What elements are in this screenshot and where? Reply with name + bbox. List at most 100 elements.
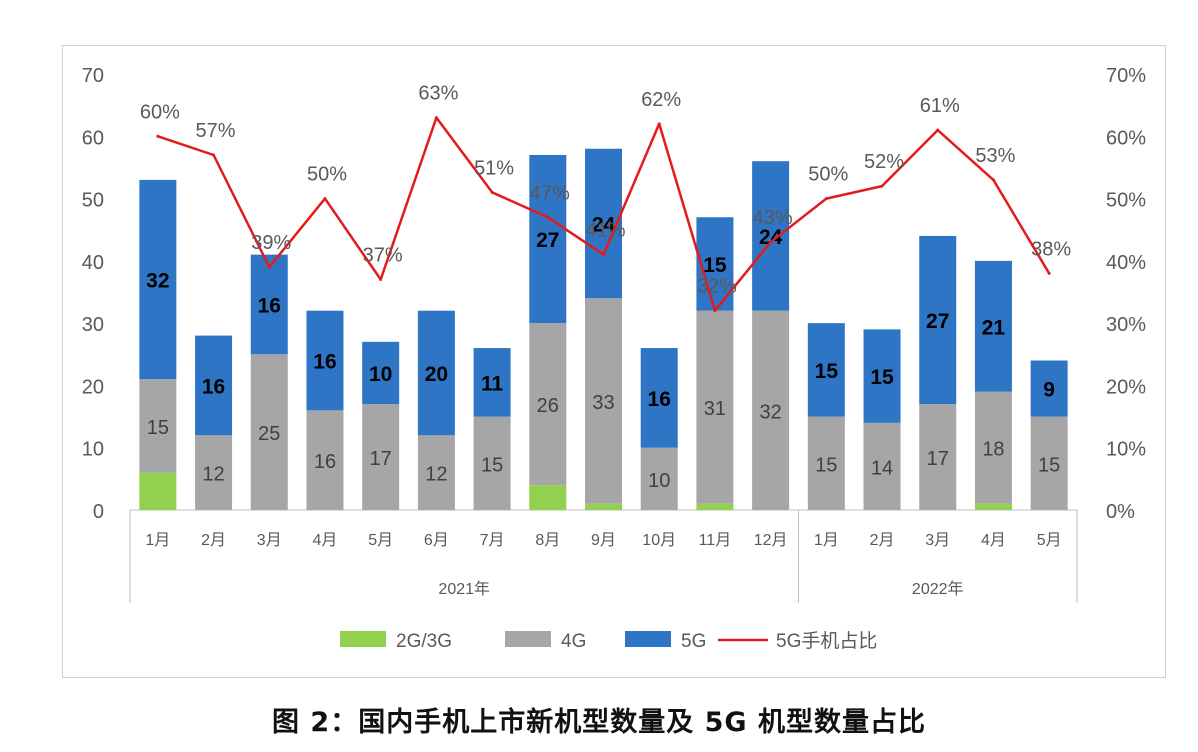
bar-label-5g: 24 [592, 213, 616, 236]
bar-5g [640, 348, 678, 448]
bar-5g [752, 161, 790, 311]
bar-label-4g: 33 [592, 392, 614, 414]
line-point [602, 253, 605, 257]
bar-4g [195, 435, 233, 510]
x-tick-label: 9月 [591, 532, 616, 549]
legend-label: 5G [681, 631, 706, 652]
x-tick-label: 1月 [814, 532, 839, 549]
bar-5g [250, 254, 288, 355]
line-label: 50% [307, 164, 347, 186]
line-point [212, 153, 216, 157]
bar-label-4g: 14 [871, 457, 893, 479]
line-point [546, 215, 550, 219]
bar-5g [306, 310, 344, 411]
bar-label-4g: 32 [759, 401, 781, 423]
line-point [713, 309, 717, 313]
legend-swatch-5g [625, 631, 671, 647]
x-tick-label: 2月 [201, 532, 226, 549]
line-label: 43% [753, 207, 793, 229]
x-tick-label: 3月 [925, 532, 950, 549]
x-tick-label: 2月 [870, 532, 895, 549]
line-label: 41% [585, 220, 625, 242]
y-left-tick-label: 10 [82, 439, 104, 461]
bar-label-4g: 17 [927, 448, 949, 470]
y-right-tick-label: 10% [1106, 439, 1146, 461]
bar-4g [529, 323, 567, 486]
bar-label-4g: 26 [537, 395, 559, 417]
bar-label-5g: 15 [815, 360, 839, 383]
x-tick-label: 1月 [145, 532, 170, 549]
bar-label-5g: 27 [536, 229, 559, 252]
x-tick-label: 5月 [1037, 532, 1062, 549]
bar-4g [974, 391, 1012, 504]
bar-label-4g: 15 [815, 454, 837, 476]
bar-label-4g: 18 [982, 439, 1004, 461]
y-left-tick-label: 70 [82, 65, 104, 87]
line-label: 61% [920, 95, 960, 117]
x-tick-label: 4月 [981, 532, 1006, 549]
y-right-tick-label: 0% [1106, 501, 1135, 523]
bar-5g [863, 329, 901, 423]
bar-label-5g: 16 [648, 388, 671, 411]
chart-title: 图 2：国内手机上市新机型数量及 5G 机型数量占比 [272, 707, 926, 738]
line-label: 60% [140, 101, 180, 123]
bar-label-5g: 11 [481, 372, 504, 395]
bar-label-5g: 16 [313, 351, 336, 374]
x-tick-label: 3月 [257, 532, 282, 549]
line-label: 39% [251, 232, 291, 254]
bar-label-4g: 17 [370, 448, 392, 470]
bar-label-4g: 15 [1038, 454, 1060, 476]
bar-label-5g: 9 [1043, 379, 1055, 402]
bar-4g [1030, 416, 1068, 510]
line-label: 47% [530, 182, 570, 204]
x-tick-label: 10月 [642, 532, 676, 549]
y-left-tick-label: 40 [82, 252, 104, 274]
bar-4g [863, 422, 901, 510]
line-point [490, 190, 494, 194]
line-point [657, 122, 661, 126]
bar-2g-3g [139, 472, 177, 510]
y-right-tick-label: 70% [1106, 65, 1146, 87]
bar-label-5g: 20 [425, 363, 448, 386]
x-group-label: 2021年 [438, 580, 490, 598]
bar-2g-3g [529, 485, 567, 510]
x-tick-label: 12月 [754, 532, 788, 549]
legend-label: 4G [561, 631, 586, 652]
bar-4g [362, 404, 400, 510]
y-left-tick-label: 60 [82, 127, 104, 149]
y-left-tick-label: 30 [82, 314, 104, 336]
bar-2g-3g [585, 503, 622, 510]
bar-5g [195, 335, 233, 436]
x-tick-label: 5月 [368, 532, 393, 549]
bar-4g [696, 310, 734, 504]
bar-4g [250, 354, 288, 510]
bar-label-4g: 16 [314, 451, 336, 473]
bar-5g [1030, 360, 1068, 417]
bar-4g [139, 379, 177, 473]
line-label: 50% [808, 164, 848, 186]
line-point [267, 265, 271, 269]
bar-5g [139, 179, 177, 380]
bar-label-4g: 12 [202, 464, 224, 486]
bar-4g [752, 310, 790, 510]
x-tick-label: 4月 [313, 532, 338, 549]
x-group-label: 2022年 [912, 580, 964, 598]
bar-4g [306, 410, 344, 510]
line-point [880, 184, 884, 188]
bar-label-4g: 10 [648, 470, 670, 492]
legend-label: 5G手机占比 [776, 630, 877, 652]
bar-5g [807, 323, 845, 417]
chart: 0 10 20 30 40 50 60 70 0% 10% 20% 30% 40% 50% 60% 70% 1月… [82, 65, 1146, 652]
y-right-tick-label: 60% [1106, 127, 1146, 149]
x-tick-label: 7月 [480, 532, 505, 549]
bar-4g [919, 404, 957, 510]
bar-4g [585, 298, 622, 504]
line-point [991, 178, 995, 182]
bar-5g [529, 154, 567, 324]
bar-5g [919, 235, 957, 405]
x-tick-label: 11月 [699, 532, 732, 549]
line-point [824, 197, 828, 201]
bar-4g [417, 435, 455, 510]
line-label: 53% [975, 145, 1015, 167]
bar-label-4g: 15 [481, 454, 503, 476]
